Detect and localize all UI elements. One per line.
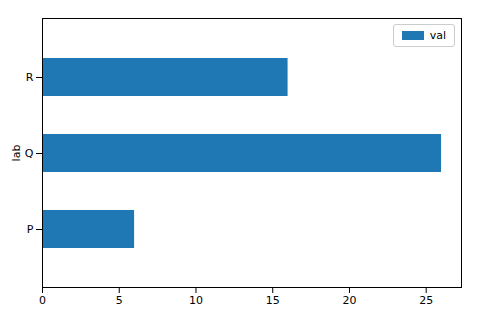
svg-text:P: P: [27, 223, 34, 236]
html-text:val: val: [429, 29, 446, 42]
svg-text:20: 20: [342, 294, 356, 307]
svg-text:Q: Q: [25, 147, 34, 160]
svg-text:0: 0: [39, 294, 46, 307]
svg-text:25: 25: [419, 294, 433, 307]
svg-text:10: 10: [189, 294, 203, 307]
svg-text:lab: lab: [10, 145, 23, 162]
svg-text:R: R: [26, 71, 34, 84]
svg-text:15: 15: [266, 294, 280, 307]
svg-text:5: 5: [116, 294, 123, 307]
